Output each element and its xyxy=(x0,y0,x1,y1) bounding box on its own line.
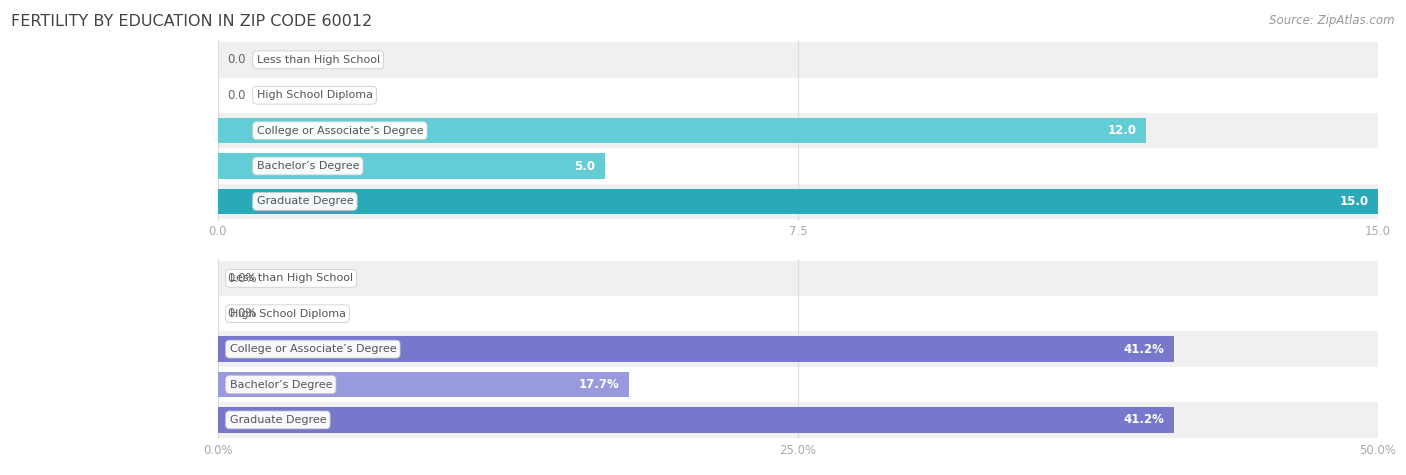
Text: 15.0: 15.0 xyxy=(1340,195,1368,208)
Text: Less than High School: Less than High School xyxy=(229,273,353,284)
Bar xyxy=(218,113,1378,148)
Text: 12.0: 12.0 xyxy=(1108,124,1136,137)
Bar xyxy=(218,77,1378,113)
Bar xyxy=(218,402,1378,437)
Text: Graduate Degree: Graduate Degree xyxy=(229,415,326,425)
Bar xyxy=(218,336,1174,362)
Text: 0.0%: 0.0% xyxy=(228,307,257,320)
Bar xyxy=(218,153,605,179)
Text: 41.2%: 41.2% xyxy=(1123,342,1164,356)
Text: 0.0%: 0.0% xyxy=(228,272,257,285)
Bar xyxy=(218,261,1378,296)
Bar xyxy=(218,42,1378,77)
Text: Bachelor’s Degree: Bachelor’s Degree xyxy=(229,380,332,390)
Text: FERTILITY BY EDUCATION IN ZIP CODE 60012: FERTILITY BY EDUCATION IN ZIP CODE 60012 xyxy=(11,14,373,29)
Bar xyxy=(218,332,1378,367)
Bar xyxy=(218,148,1378,184)
Bar xyxy=(218,189,1378,214)
Text: High School Diploma: High School Diploma xyxy=(257,90,373,100)
Bar xyxy=(218,184,1378,219)
Text: 41.2%: 41.2% xyxy=(1123,413,1164,427)
Text: 0.0: 0.0 xyxy=(228,89,246,102)
Text: 5.0: 5.0 xyxy=(574,160,595,172)
Text: College or Associate’s Degree: College or Associate’s Degree xyxy=(229,344,396,354)
Bar xyxy=(218,367,1378,402)
Text: 0.0: 0.0 xyxy=(228,53,246,67)
Bar xyxy=(218,407,1174,433)
Text: Less than High School: Less than High School xyxy=(257,55,380,65)
Text: College or Associate’s Degree: College or Associate’s Degree xyxy=(257,125,423,136)
Text: Bachelor’s Degree: Bachelor’s Degree xyxy=(257,161,359,171)
Text: Graduate Degree: Graduate Degree xyxy=(257,196,353,207)
Text: 17.7%: 17.7% xyxy=(578,378,619,391)
Bar xyxy=(218,372,628,397)
Bar xyxy=(218,118,1146,143)
Text: Source: ZipAtlas.com: Source: ZipAtlas.com xyxy=(1270,14,1395,27)
Bar xyxy=(218,296,1378,332)
Text: High School Diploma: High School Diploma xyxy=(229,309,346,319)
